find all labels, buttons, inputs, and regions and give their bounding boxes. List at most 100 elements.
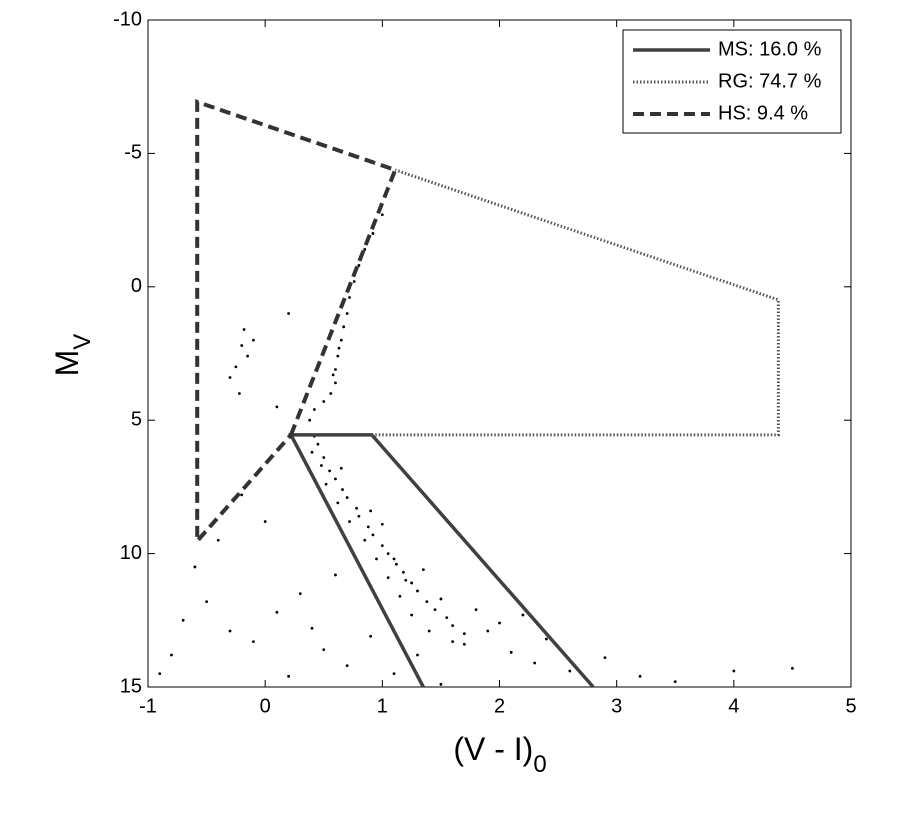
y-tick-label: 5 xyxy=(131,408,142,430)
star-point xyxy=(544,637,548,641)
star-point xyxy=(386,552,390,555)
star-point xyxy=(316,442,320,446)
star-point xyxy=(331,373,335,377)
star-point xyxy=(363,248,367,251)
star-point xyxy=(386,576,390,580)
star-point xyxy=(287,674,290,678)
star-point xyxy=(322,456,326,459)
star-point xyxy=(380,522,384,526)
legend-box xyxy=(622,29,842,134)
star-point xyxy=(252,338,255,342)
star-point xyxy=(310,626,314,630)
y-axis-label-subscript: V xyxy=(69,334,96,350)
star-point xyxy=(380,544,384,547)
star-point xyxy=(205,600,208,604)
x-axis-label-text: (V - I) xyxy=(453,731,533,767)
y-tick-label: 0 xyxy=(131,275,142,297)
star-point xyxy=(451,624,455,628)
star-point xyxy=(170,653,173,657)
y-tick-label: -10 xyxy=(113,8,142,30)
star-point xyxy=(521,613,525,617)
star-point xyxy=(328,469,332,473)
star-point xyxy=(421,568,425,572)
star-point xyxy=(240,493,244,497)
star-point xyxy=(410,613,414,617)
star-point xyxy=(322,648,326,652)
region-boundary xyxy=(371,168,780,437)
star-point xyxy=(339,466,343,470)
star-point xyxy=(462,642,466,646)
star-point xyxy=(322,400,326,403)
star-point xyxy=(348,296,351,299)
star-point xyxy=(158,672,162,676)
star-point xyxy=(369,509,373,513)
star-point xyxy=(246,354,249,358)
x-axis-label-subscript: 0 xyxy=(533,751,546,778)
star-point xyxy=(352,280,356,283)
star-point xyxy=(312,408,316,411)
star-point xyxy=(336,501,340,505)
star-point xyxy=(287,312,290,315)
star-point xyxy=(234,365,238,369)
y-axis-label-text: M xyxy=(49,350,85,377)
star-point xyxy=(357,264,361,267)
star-point xyxy=(336,354,340,358)
star-point xyxy=(791,666,794,670)
star-point xyxy=(342,325,346,329)
star-point xyxy=(308,418,312,422)
star-point xyxy=(181,618,185,622)
star-point xyxy=(298,592,302,596)
star-point xyxy=(371,232,375,235)
star-point xyxy=(498,621,501,625)
x-tick-label: 3 xyxy=(611,695,622,717)
star-point xyxy=(392,557,396,561)
y-tick-label: -5 xyxy=(124,142,142,164)
star-point xyxy=(242,328,246,331)
star-point xyxy=(416,589,419,593)
star-point xyxy=(341,488,344,491)
star-point xyxy=(638,674,642,678)
star-point xyxy=(228,376,232,379)
star-point xyxy=(398,594,402,598)
star-point xyxy=(310,450,314,454)
star-point xyxy=(366,525,370,529)
star-point xyxy=(263,520,267,523)
star-point xyxy=(375,557,378,561)
star-point xyxy=(193,565,197,569)
star-point xyxy=(462,632,466,636)
star-point xyxy=(603,656,607,660)
star-point xyxy=(329,392,333,395)
star-point xyxy=(228,629,232,633)
star-point xyxy=(348,520,351,523)
x-tick-label: 4 xyxy=(728,695,739,717)
star-point xyxy=(339,338,343,342)
star-point xyxy=(334,368,337,371)
star-point xyxy=(673,680,677,684)
star-point xyxy=(237,392,241,395)
star-point xyxy=(404,578,408,582)
star-point xyxy=(345,496,349,499)
star-point xyxy=(345,312,349,315)
star-point xyxy=(380,213,384,217)
star-point xyxy=(439,597,443,601)
x-tick-label: 1 xyxy=(377,695,388,717)
star-point xyxy=(252,640,255,644)
x-tick-label: 0 xyxy=(260,695,271,717)
star-point xyxy=(392,672,396,676)
star-point xyxy=(732,669,736,673)
y-tick-label: 15 xyxy=(120,675,142,697)
star-point xyxy=(334,381,337,385)
x-tick-label: 2 xyxy=(494,695,505,717)
legend-label: HS: 9.4 % xyxy=(718,102,808,124)
star-point xyxy=(394,562,398,566)
star-point xyxy=(275,405,279,409)
y-tick-label: 10 xyxy=(120,542,142,564)
star-point xyxy=(509,650,513,654)
star-point xyxy=(486,629,490,633)
region-boundary xyxy=(195,99,398,547)
star-point xyxy=(451,640,455,644)
star-point xyxy=(334,477,337,481)
star-point xyxy=(320,464,323,467)
star-point xyxy=(410,581,414,585)
